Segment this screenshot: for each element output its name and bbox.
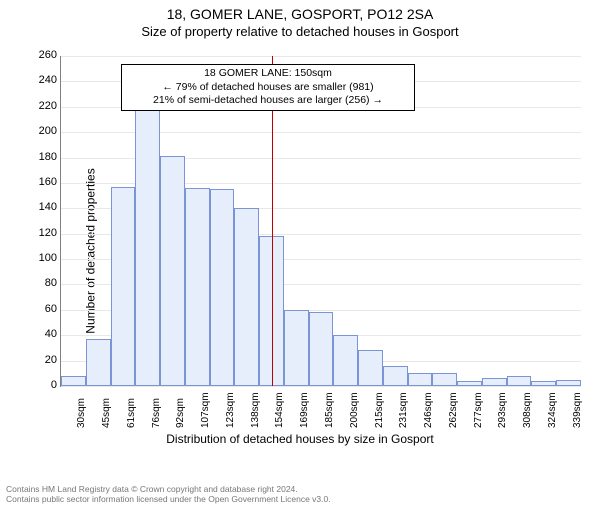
y-tick-label: 0 [27, 379, 61, 391]
gridline [61, 386, 581, 387]
histogram-bar [86, 339, 111, 386]
histogram-bar [135, 109, 160, 386]
footer-line2: Contains public sector information licen… [6, 494, 594, 504]
footer-line1: Contains HM Land Registry data © Crown c… [6, 484, 594, 494]
histogram-bar [383, 366, 408, 386]
y-tick-label: 200 [27, 125, 61, 137]
y-tick-label: 80 [27, 277, 61, 289]
histogram-bar [482, 378, 507, 386]
annotation-box: 18 GOMER LANE: 150sqm ← 79% of detached … [121, 64, 415, 111]
x-tick-label: 339sqm [572, 392, 583, 428]
histogram-chart: Number of detached properties 0204060801… [0, 46, 600, 456]
histogram-bar [333, 335, 358, 386]
histogram-bar [210, 189, 235, 386]
x-tick-label: 308sqm [522, 392, 533, 428]
histogram-bar [111, 187, 136, 386]
x-tick-label: 154sqm [274, 392, 285, 428]
footer-attribution: Contains HM Land Registry data © Crown c… [6, 484, 594, 504]
histogram-bar [358, 350, 383, 386]
x-tick-label: 61sqm [126, 398, 137, 428]
gridline [61, 56, 581, 57]
x-tick-label: 293sqm [497, 392, 508, 428]
page-title: 18, GOMER LANE, GOSPORT, PO12 2SA [0, 6, 600, 22]
histogram-bar [457, 381, 482, 386]
annotation-line1: 18 GOMER LANE: 150sqm [128, 67, 408, 81]
y-tick-label: 240 [27, 74, 61, 86]
y-tick-label: 60 [27, 303, 61, 315]
histogram-bar [309, 312, 334, 386]
x-tick-label: 262sqm [448, 392, 459, 428]
histogram-bar [556, 380, 581, 386]
page-subtitle: Size of property relative to detached ho… [0, 24, 600, 39]
x-tick-label: 76sqm [151, 398, 162, 428]
y-tick-label: 260 [27, 49, 61, 61]
x-tick-label: 138sqm [250, 392, 261, 428]
x-tick-label: 169sqm [299, 392, 310, 428]
x-tick-label: 185sqm [324, 392, 335, 428]
x-tick-label: 231sqm [398, 392, 409, 428]
x-tick-label: 45sqm [101, 398, 112, 428]
y-tick-label: 40 [27, 328, 61, 340]
y-tick-label: 220 [27, 100, 61, 112]
annotation-line3: 21% of semi-detached houses are larger (… [128, 94, 408, 108]
histogram-bar [408, 373, 433, 386]
histogram-bar [531, 381, 556, 386]
annotation-line2: ← 79% of detached houses are smaller (98… [128, 81, 408, 95]
plot-area: 02040608010012014016018020022024026030sq… [60, 56, 581, 387]
histogram-bar [160, 156, 185, 386]
y-tick-label: 20 [27, 354, 61, 366]
x-tick-label: 200sqm [349, 392, 360, 428]
x-tick-label: 215sqm [374, 392, 385, 428]
histogram-bar [185, 188, 210, 386]
y-tick-label: 140 [27, 201, 61, 213]
histogram-bar [61, 376, 86, 386]
y-tick-label: 160 [27, 176, 61, 188]
x-tick-label: 277sqm [473, 392, 484, 428]
y-tick-label: 120 [27, 227, 61, 239]
x-tick-label: 324sqm [547, 392, 558, 428]
x-tick-label: 30sqm [76, 398, 87, 428]
y-tick-label: 180 [27, 151, 61, 163]
x-axis-label: Distribution of detached houses by size … [0, 432, 600, 446]
histogram-bar [234, 208, 259, 386]
x-tick-label: 92sqm [175, 398, 186, 428]
y-tick-label: 100 [27, 252, 61, 264]
histogram-bar [284, 310, 309, 386]
x-tick-label: 123sqm [225, 392, 236, 428]
x-tick-label: 246sqm [423, 392, 434, 428]
histogram-bar [432, 373, 457, 386]
x-tick-label: 107sqm [200, 392, 211, 428]
histogram-bar [507, 376, 532, 386]
